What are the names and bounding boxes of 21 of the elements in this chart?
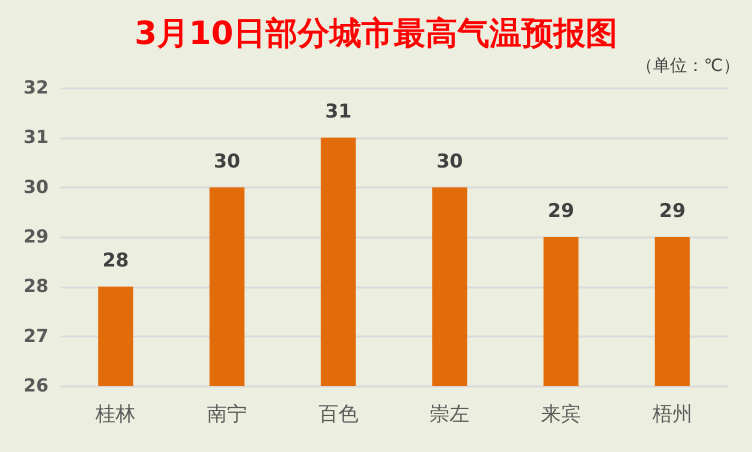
y-tick-label: 29 [23, 226, 48, 248]
x-tick-label: 南宁 [207, 402, 247, 426]
data-label: 29 [659, 200, 686, 222]
y-tick-label: 30 [23, 176, 48, 198]
data-label: 30 [214, 150, 240, 172]
chart-title: 3月10日部分城市最高气温预报图 [134, 14, 618, 52]
chart-subtitle: （单位：℃） [636, 56, 740, 76]
y-tick-label: 28 [23, 276, 48, 298]
x-tick-label: 来宾 [541, 402, 581, 426]
y-tick-label: 32 [23, 78, 48, 98]
y-tick-label: 31 [23, 127, 48, 148]
data-label: 31 [325, 100, 352, 123]
data-label: 30 [436, 150, 463, 172]
data-label: 28 [102, 250, 129, 272]
y-tick-label: 27 [23, 326, 48, 347]
x-tick-label: 百色 [318, 402, 358, 426]
x-tick-label: 梧州 [651, 402, 692, 426]
data-label: 29 [548, 200, 574, 222]
x-tick-label: 崇左 [430, 402, 470, 426]
y-tick-label: 26 [23, 376, 48, 396]
x-tick-label: 桂林 [94, 402, 136, 426]
